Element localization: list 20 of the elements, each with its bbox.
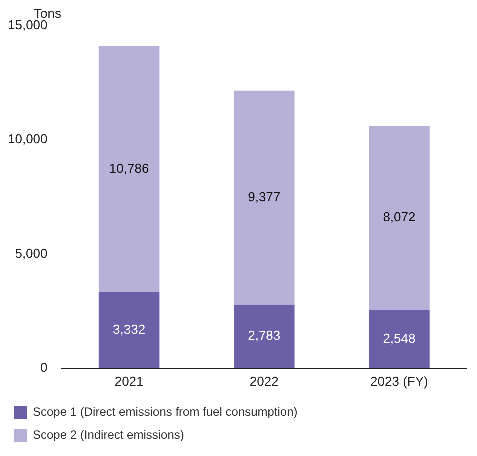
y-tick-label: 5,000 (15, 246, 48, 261)
bar (98, 292, 160, 368)
bar (369, 126, 430, 310)
x-tick-label: 2021 (114, 374, 144, 389)
bar (234, 90, 295, 305)
data-label: 3,332 (113, 322, 146, 337)
x-tick-label: 2023 (FY) (370, 374, 428, 389)
data-label: 8,072 (383, 210, 416, 225)
data-label: 9,377 (248, 189, 281, 204)
data-label: 2,548 (383, 330, 416, 346)
bar (98, 46, 160, 292)
bar (369, 310, 430, 368)
legend-label: Scope 2 (Indirect emissions) (33, 428, 184, 442)
data-label: 10,786 (109, 160, 150, 176)
y-tick-label: 0 (40, 360, 48, 375)
bar (234, 304, 295, 368)
x-tick-label: 2022 (250, 374, 279, 389)
data-label: 2,783 (248, 328, 281, 344)
y-tick-label: 10,000 (8, 132, 48, 147)
legend-label: Scope 1 (Direct emissions from fuel consumption) (33, 404, 298, 419)
